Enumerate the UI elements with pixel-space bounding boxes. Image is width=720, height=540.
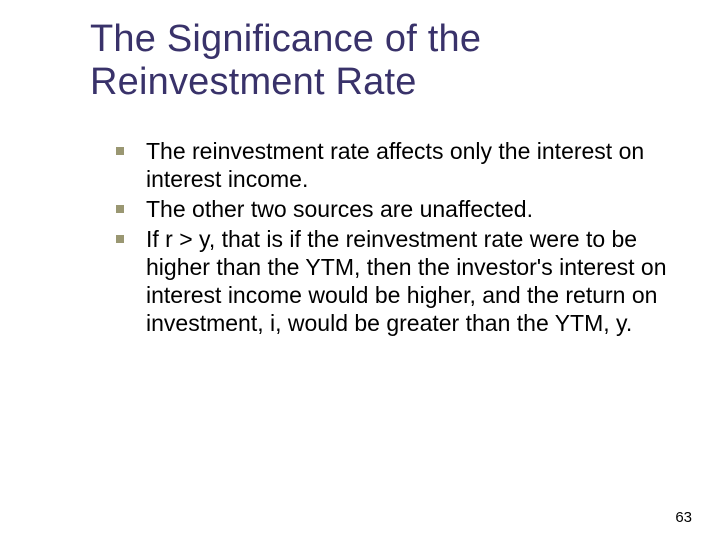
slide: The Significance of the Reinvestment Rat… (0, 0, 720, 540)
list-item: The reinvestment rate affects only the i… (116, 137, 676, 193)
slide-title: The Significance of the Reinvestment Rat… (90, 18, 676, 103)
bullet-list: The reinvestment rate affects only the i… (90, 137, 676, 337)
page-number: 63 (675, 509, 692, 526)
list-item: The other two sources are unaffected. (116, 195, 676, 223)
list-item: If r > y, that is if the reinvestment ra… (116, 225, 676, 337)
